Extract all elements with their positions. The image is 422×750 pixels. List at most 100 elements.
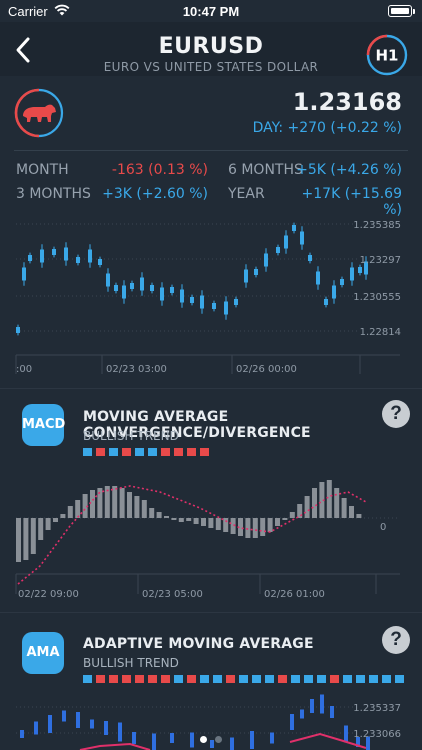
back-button[interactable] <box>12 36 36 64</box>
y-tick-label: 1.23297 <box>360 255 401 266</box>
histogram-bar <box>297 504 303 518</box>
histogram-bar <box>45 518 51 530</box>
ama-help-button[interactable]: ? <box>382 626 410 654</box>
signal-square <box>187 448 196 456</box>
histogram-bar <box>275 518 280 526</box>
x-tick-label: :00 <box>16 364 32 375</box>
ama-chart[interactable]: 1.235337 1.233066 <box>0 694 422 750</box>
candle <box>170 733 174 743</box>
bear-icon <box>14 88 64 138</box>
candle <box>308 255 312 261</box>
histogram-bar <box>156 512 162 518</box>
x-tick-label: 02/23 05:00 <box>142 589 203 600</box>
candle <box>300 231 304 245</box>
ama-icon: AMA <box>22 632 64 674</box>
macd-help-button[interactable]: ? <box>382 400 410 428</box>
candle <box>122 285 126 299</box>
candle <box>364 261 368 275</box>
candle <box>20 730 24 738</box>
signal-square <box>135 675 144 683</box>
candle <box>358 267 362 273</box>
candle <box>34 721 38 735</box>
y-tick-label: 1.233066 <box>353 729 401 740</box>
stat-label-3months: 3 MONTHS <box>16 186 91 202</box>
price-chart[interactable]: 1.235385 1.23297 1.230555 1.22814 :00 02… <box>0 212 422 380</box>
candle <box>76 257 80 263</box>
page-indicator[interactable] <box>0 730 422 748</box>
signal-square <box>135 448 144 456</box>
candle <box>276 247 280 253</box>
candle <box>90 719 94 729</box>
signal-square <box>252 675 261 683</box>
macd-icon: MACD <box>22 404 65 446</box>
signal-square <box>356 675 365 683</box>
candle <box>264 253 268 267</box>
candle <box>284 235 288 249</box>
signal-square <box>369 675 378 683</box>
histogram-bar <box>252 518 258 538</box>
battery-tip <box>413 9 415 14</box>
histogram-bar <box>127 492 132 518</box>
price-value: 1.23168 <box>292 88 402 116</box>
signal-square <box>239 675 248 683</box>
candle <box>200 295 204 309</box>
histogram-bar <box>38 518 44 540</box>
timeframe-button[interactable]: H1 <box>366 34 408 76</box>
histogram-bar <box>23 518 29 560</box>
zero-label: 0 <box>380 522 386 533</box>
y-tick-label: 1.22814 <box>360 327 401 338</box>
page-dot-active[interactable] <box>200 736 207 743</box>
signal-square <box>148 675 157 683</box>
signal-square <box>96 448 105 456</box>
carrier-label: Carrier <box>8 4 48 19</box>
candle <box>332 285 336 299</box>
histogram-bar <box>149 508 155 518</box>
histogram-bar <box>164 516 169 518</box>
histogram-bar <box>67 506 73 518</box>
histogram-bar <box>97 488 103 518</box>
page-dot[interactable] <box>215 736 222 743</box>
candle <box>152 733 156 750</box>
macd-signal-row <box>83 448 209 456</box>
signal-square <box>122 675 131 683</box>
candle <box>316 271 320 285</box>
macd-trend: BULLISH TREND <box>83 429 179 443</box>
x-tick-label: 02/22 09:00 <box>18 589 79 600</box>
candle <box>98 259 102 265</box>
histogram-bar <box>230 518 236 534</box>
candle <box>356 737 360 747</box>
histogram-bar <box>119 488 125 518</box>
candle <box>88 249 92 263</box>
candle <box>160 287 164 301</box>
nav-bar: EURUSD EURO VS UNITED STATES DOLLAR H1 <box>0 22 422 76</box>
histogram-bar <box>260 518 266 536</box>
histogram-bar <box>312 488 317 518</box>
signal-square <box>213 675 222 683</box>
signal-square <box>109 448 118 456</box>
candle <box>114 285 118 291</box>
candle <box>212 303 216 309</box>
signal-square <box>200 448 209 456</box>
histogram-bar <box>223 518 229 532</box>
signal-square <box>330 675 339 683</box>
histogram-bar <box>90 490 95 518</box>
signal-square <box>96 675 105 683</box>
candle <box>118 722 122 742</box>
divider <box>14 150 408 151</box>
histogram-bar <box>53 518 58 522</box>
candle <box>250 731 254 749</box>
candle <box>230 737 234 750</box>
candle <box>290 714 294 730</box>
candle <box>132 732 136 744</box>
candle <box>40 249 44 263</box>
histogram-bar <box>178 518 184 522</box>
candle <box>340 279 344 285</box>
histogram-bar <box>289 512 295 518</box>
signal-square <box>278 675 287 683</box>
candle <box>300 709 304 719</box>
histogram-bar <box>141 500 147 518</box>
signal-square <box>395 675 404 683</box>
macd-title: MOVING AVERAGE CONVERGENCE/DIVERGENCE <box>83 409 311 441</box>
day-change: DAY: +270 (+0.22 %) <box>252 120 402 136</box>
macd-chart[interactable]: 0 02/22 09:00 02/23 05:00 02/26 01:00 <box>0 466 422 606</box>
